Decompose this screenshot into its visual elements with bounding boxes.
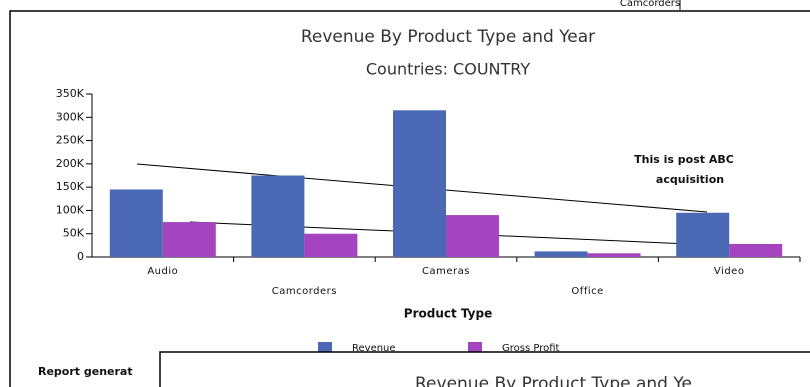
x-tick-label: Camcorders	[272, 286, 337, 297]
annotation: This is post ABC	[634, 153, 734, 166]
legend-label: Gross Profit	[502, 343, 560, 354]
bar	[304, 233, 358, 257]
legend-swatch	[468, 342, 482, 352]
legend-swatch	[318, 342, 332, 352]
window-border	[9, 10, 810, 387]
bar	[676, 212, 730, 257]
overlay-title: Revenue By Product Type and Ye	[415, 374, 692, 387]
x-tick-label: Audio	[147, 266, 178, 277]
y-tick-label: 50K	[63, 227, 85, 240]
y-tick-label: 100K	[56, 203, 85, 216]
y-tick-label: 0	[77, 250, 84, 263]
bar	[393, 110, 446, 257]
x-tick-label: Video	[714, 266, 745, 277]
y-tick-label: 200K	[56, 157, 85, 170]
footer-text: Report generat	[38, 365, 133, 378]
bar	[729, 243, 783, 257]
x-tick-label: Cameras	[422, 266, 470, 277]
legend-label: Revenue	[352, 343, 396, 354]
bar	[109, 189, 163, 257]
bar	[446, 215, 499, 257]
top-window-text: Camcorders	[620, 0, 680, 9]
chart-title: Revenue By Product Type and Year	[301, 27, 595, 47]
bar	[587, 253, 641, 257]
x-tick-label: Office	[571, 286, 603, 297]
bar	[162, 222, 216, 257]
overlay-frame	[159, 351, 810, 387]
y-tick-label: 250K	[56, 134, 85, 147]
y-tick-label: 300K	[56, 110, 85, 123]
x-axis-label: Product Type	[404, 307, 492, 321]
y-tick-label: 150K	[56, 180, 85, 193]
overlay-window: Revenue By Product Type and Ye	[159, 351, 810, 387]
bar	[251, 175, 305, 257]
bar	[534, 251, 588, 257]
chart-subtitle: Countries: COUNTRY	[366, 60, 531, 79]
y-tick-label: 350K	[56, 87, 85, 100]
annotation: acquisition	[656, 173, 724, 186]
